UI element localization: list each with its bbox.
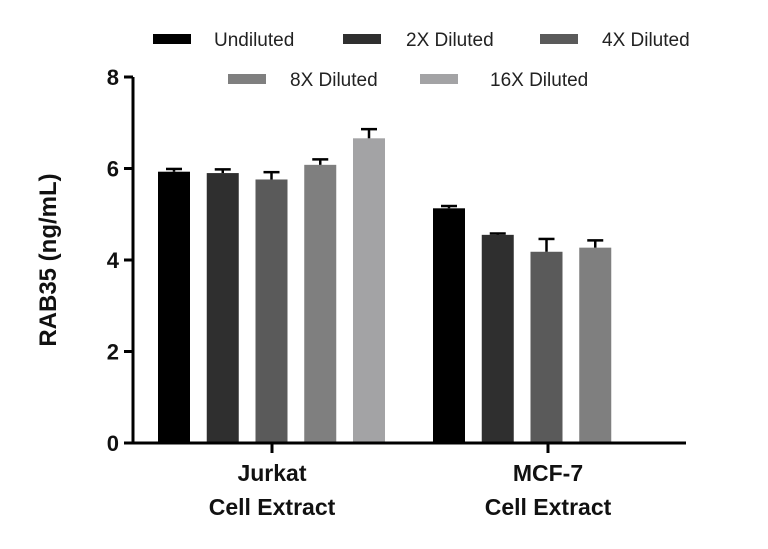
bar [579,247,612,443]
legend-swatch [540,34,578,44]
legend-label: 16X Diluted [490,70,588,91]
bar [158,171,190,443]
bar [481,234,514,443]
legend-swatch [153,34,191,44]
y-tick-label: 0 [107,431,119,456]
category-label-line1: Jurkat [237,460,306,486]
y-axis-title: RAB35 (ng/mL) [35,173,62,346]
y-tick-label: 8 [107,65,119,90]
bar [353,138,385,443]
y-tick-label: 6 [107,157,119,182]
legend-label: Undiluted [214,30,294,51]
category-label-line1: MCF-7 [513,460,583,486]
legend-label: 2X Diluted [406,30,494,51]
y-tick-label: 2 [107,340,119,365]
category-label-line2: Cell Extract [209,494,336,520]
x-categories: Jurkat Cell Extract MCF-7 Cell Extract [209,443,612,520]
y-ticks: 0 2 4 6 8 [107,65,133,456]
bar [530,251,563,443]
y-tick-label: 4 [107,248,120,273]
legend-label: 4X Diluted [602,30,690,51]
bar [255,179,288,444]
legend-swatch [228,74,266,84]
category-label-line2: Cell Extract [485,494,612,520]
legend-swatch [420,74,458,84]
legend-label: 8X Diluted [290,70,378,91]
bar [433,208,465,443]
bar [304,164,337,443]
legend: Undiluted 2X Diluted 4X Diluted 8X Diluted 1… [153,30,690,91]
bar [206,173,239,443]
legend-swatch [343,34,381,44]
bars [158,127,612,444]
